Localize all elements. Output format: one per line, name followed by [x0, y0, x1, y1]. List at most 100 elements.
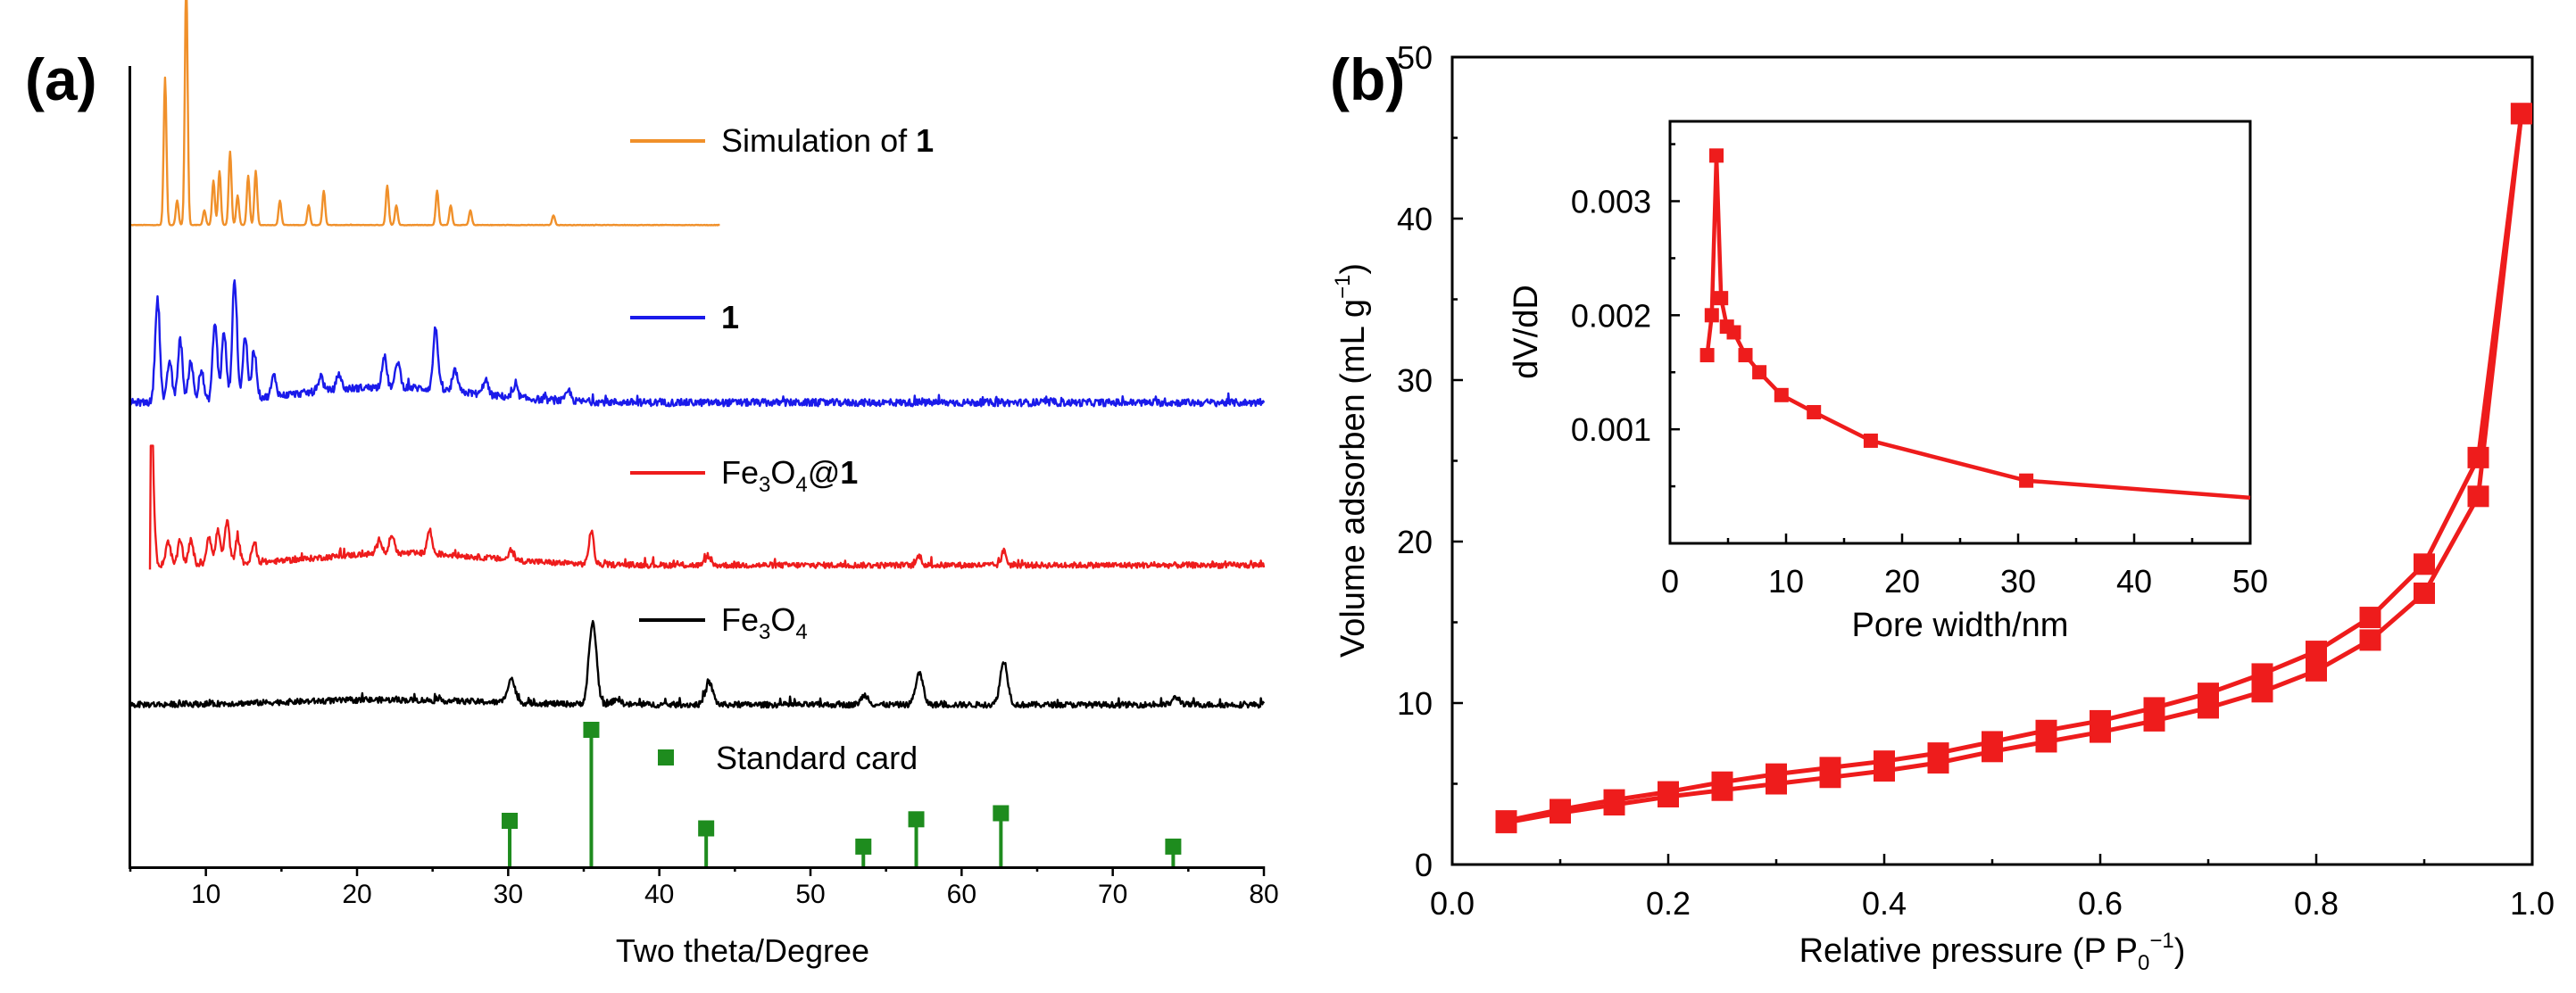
- pore-distribution-point: [2019, 473, 2034, 488]
- inset-x-axis-label: Pore width/nm: [1852, 607, 2069, 644]
- inset-x-tick-label: 40: [2116, 563, 2152, 600]
- x-tick-label: 1.0: [2510, 885, 2555, 922]
- desorption-point: [1711, 771, 1733, 793]
- trace-fe3o4-1: [148, 444, 1266, 570]
- y-tick-label: 10: [1397, 685, 1433, 722]
- standard-card-marker: [908, 811, 925, 828]
- desorption-point: [1874, 750, 1895, 773]
- legend-fe3o4-at-1-at: @: [808, 454, 841, 491]
- standard-card-marker: [993, 805, 1010, 822]
- legend-fe3o4-o: O: [770, 601, 795, 638]
- panel-b-x-axis-label-main: Relative pressure (P P: [1799, 932, 2138, 970]
- desorption-point: [2251, 663, 2273, 685]
- legend-simulation-text: Simulation of: [721, 122, 916, 159]
- panel-b-x-axis-label: Relative pressure (P P0−1): [1799, 929, 2186, 975]
- x-tick-label: 0.0: [1430, 885, 1475, 922]
- legend-fe3o4-at-1-o: O: [770, 454, 795, 491]
- x-tick-label: 0.4: [1862, 885, 1907, 922]
- desorption-point: [2359, 607, 2381, 629]
- standard-card-sticks: [502, 722, 1182, 866]
- y-tick-label: 50: [1397, 39, 1433, 76]
- desorption-point: [2467, 446, 2489, 468]
- desorption-point: [2414, 553, 2435, 575]
- panel-b-y-axis-label-sup: −1: [1331, 275, 1355, 299]
- desorption-point: [2035, 719, 2057, 741]
- adsorption-point: [2359, 629, 2381, 651]
- panel-a-x-axis-label: Two theta/Degree: [616, 932, 869, 969]
- panel-a-bottom-axis: [129, 866, 1264, 869]
- x-tick-label: 80: [1249, 880, 1278, 909]
- legend-simulation-bold: 1: [916, 122, 934, 159]
- desorption-point: [2306, 641, 2327, 663]
- pore-distribution-point: [1726, 325, 1741, 340]
- pore-distribution-point: [1807, 404, 1822, 419]
- inset-chart: 0 10 20 30 40 50 0.001 0.002 0.003 Pore width/nm…: [1508, 120, 2268, 644]
- legend-compound-1-bold: 1: [721, 299, 739, 335]
- svg-text:1: 1: [721, 299, 739, 335]
- x-tick-label: 50: [795, 880, 825, 909]
- legend-standard-card-marker: [658, 749, 674, 765]
- pore-distribution-point: [1704, 308, 1719, 323]
- standard-card-marker: [698, 820, 715, 837]
- desorption-point: [1495, 810, 1517, 832]
- inset-y-tick-label: 0.001: [1571, 411, 1651, 448]
- desorption-point: [1550, 799, 1571, 821]
- desorption-point: [2090, 709, 2111, 732]
- inset-ticks: 0 10 20 30 40 50 0.001 0.002 0.003: [1571, 143, 2268, 600]
- inset-x-tick-label: 0: [1661, 563, 1679, 600]
- pore-distribution-point: [1863, 433, 1878, 448]
- inset-x-tick-label: 20: [1884, 563, 1920, 600]
- legend-fe3o4: Fe3O4: [639, 601, 808, 644]
- pore-distribution-point: [1738, 348, 1753, 363]
- desorption-point: [1658, 781, 1679, 803]
- legend-fe3o4-sub2: 4: [795, 620, 807, 644]
- adsorption-point: [2467, 485, 2489, 508]
- panel-a-traces: [129, 0, 1266, 709]
- legend-fe3o4-sub1: 3: [759, 620, 770, 644]
- inset-series: [1699, 148, 2251, 501]
- panel-b-x-axis-label-end: ): [2174, 932, 2186, 970]
- y-tick-label: 0: [1415, 847, 1433, 883]
- legend-compound-1: 1: [630, 299, 739, 335]
- svg-text:Simulation of 1: Simulation of 1: [721, 122, 934, 159]
- x-tick-label: 70: [1098, 880, 1127, 909]
- x-tick-label: 0.6: [2078, 885, 2123, 922]
- legend-simulation: Simulation of 1: [630, 122, 934, 159]
- panel-a-left-axis: [129, 66, 131, 869]
- panel-a-x-ticks: 10 20 30 40 50 60 70 80: [129, 866, 1279, 909]
- legend-fe3o4-at-1-sub1: 3: [759, 473, 770, 497]
- panel-b: (b) 0.0 0.2 0.4 0.6 0.8 1.0 0 10 20 30 40 50 Relati…: [1330, 39, 2555, 975]
- panel-a-label: (a): [25, 46, 97, 112]
- y-tick-label: 40: [1397, 201, 1433, 237]
- panel-b-x-axis-label-sub: 0: [2138, 951, 2149, 975]
- desorption-point: [2143, 697, 2165, 719]
- legend-fe3o4-at-1: Fe3O4@1: [630, 454, 858, 497]
- desorption-point: [1766, 763, 1787, 785]
- trace-simulation-of-1: [129, 0, 720, 227]
- legend-fe3o4-at-1-bold: 1: [840, 454, 858, 491]
- legend-fe3o4-fe: Fe: [721, 601, 759, 638]
- desorption-point: [2198, 683, 2219, 705]
- svg-text:Fe3O4: Fe3O4: [721, 601, 808, 644]
- pore-distribution-point: [1714, 291, 1729, 306]
- panel-b-label: (b): [1330, 46, 1405, 112]
- legend-standard-card-text: Standard card: [716, 740, 918, 776]
- inset-y-tick-label: 0.002: [1571, 297, 1651, 334]
- desorption-point: [2510, 103, 2532, 125]
- pore-distribution-point: [1774, 387, 1789, 402]
- inset-x-tick-label: 30: [2000, 563, 2036, 600]
- standard-card-marker: [855, 838, 872, 855]
- panel-b-series: [1495, 103, 2532, 833]
- panel-b-y-axis-label-end: ): [1334, 263, 1372, 275]
- legend-fe3o4-at-1-fe: Fe: [721, 454, 759, 491]
- x-tick-label: 60: [947, 880, 976, 909]
- pore-distribution-point: [1752, 365, 1767, 380]
- x-tick-label: 20: [342, 880, 371, 909]
- standard-card-marker: [502, 813, 519, 829]
- inset-y-tick-label: 0.003: [1571, 183, 1651, 219]
- x-tick-label: 40: [644, 880, 674, 909]
- adsorption-point: [2414, 582, 2435, 604]
- legend-standard-card: Standard card: [658, 740, 918, 776]
- trace-fe3o4: [129, 619, 1266, 709]
